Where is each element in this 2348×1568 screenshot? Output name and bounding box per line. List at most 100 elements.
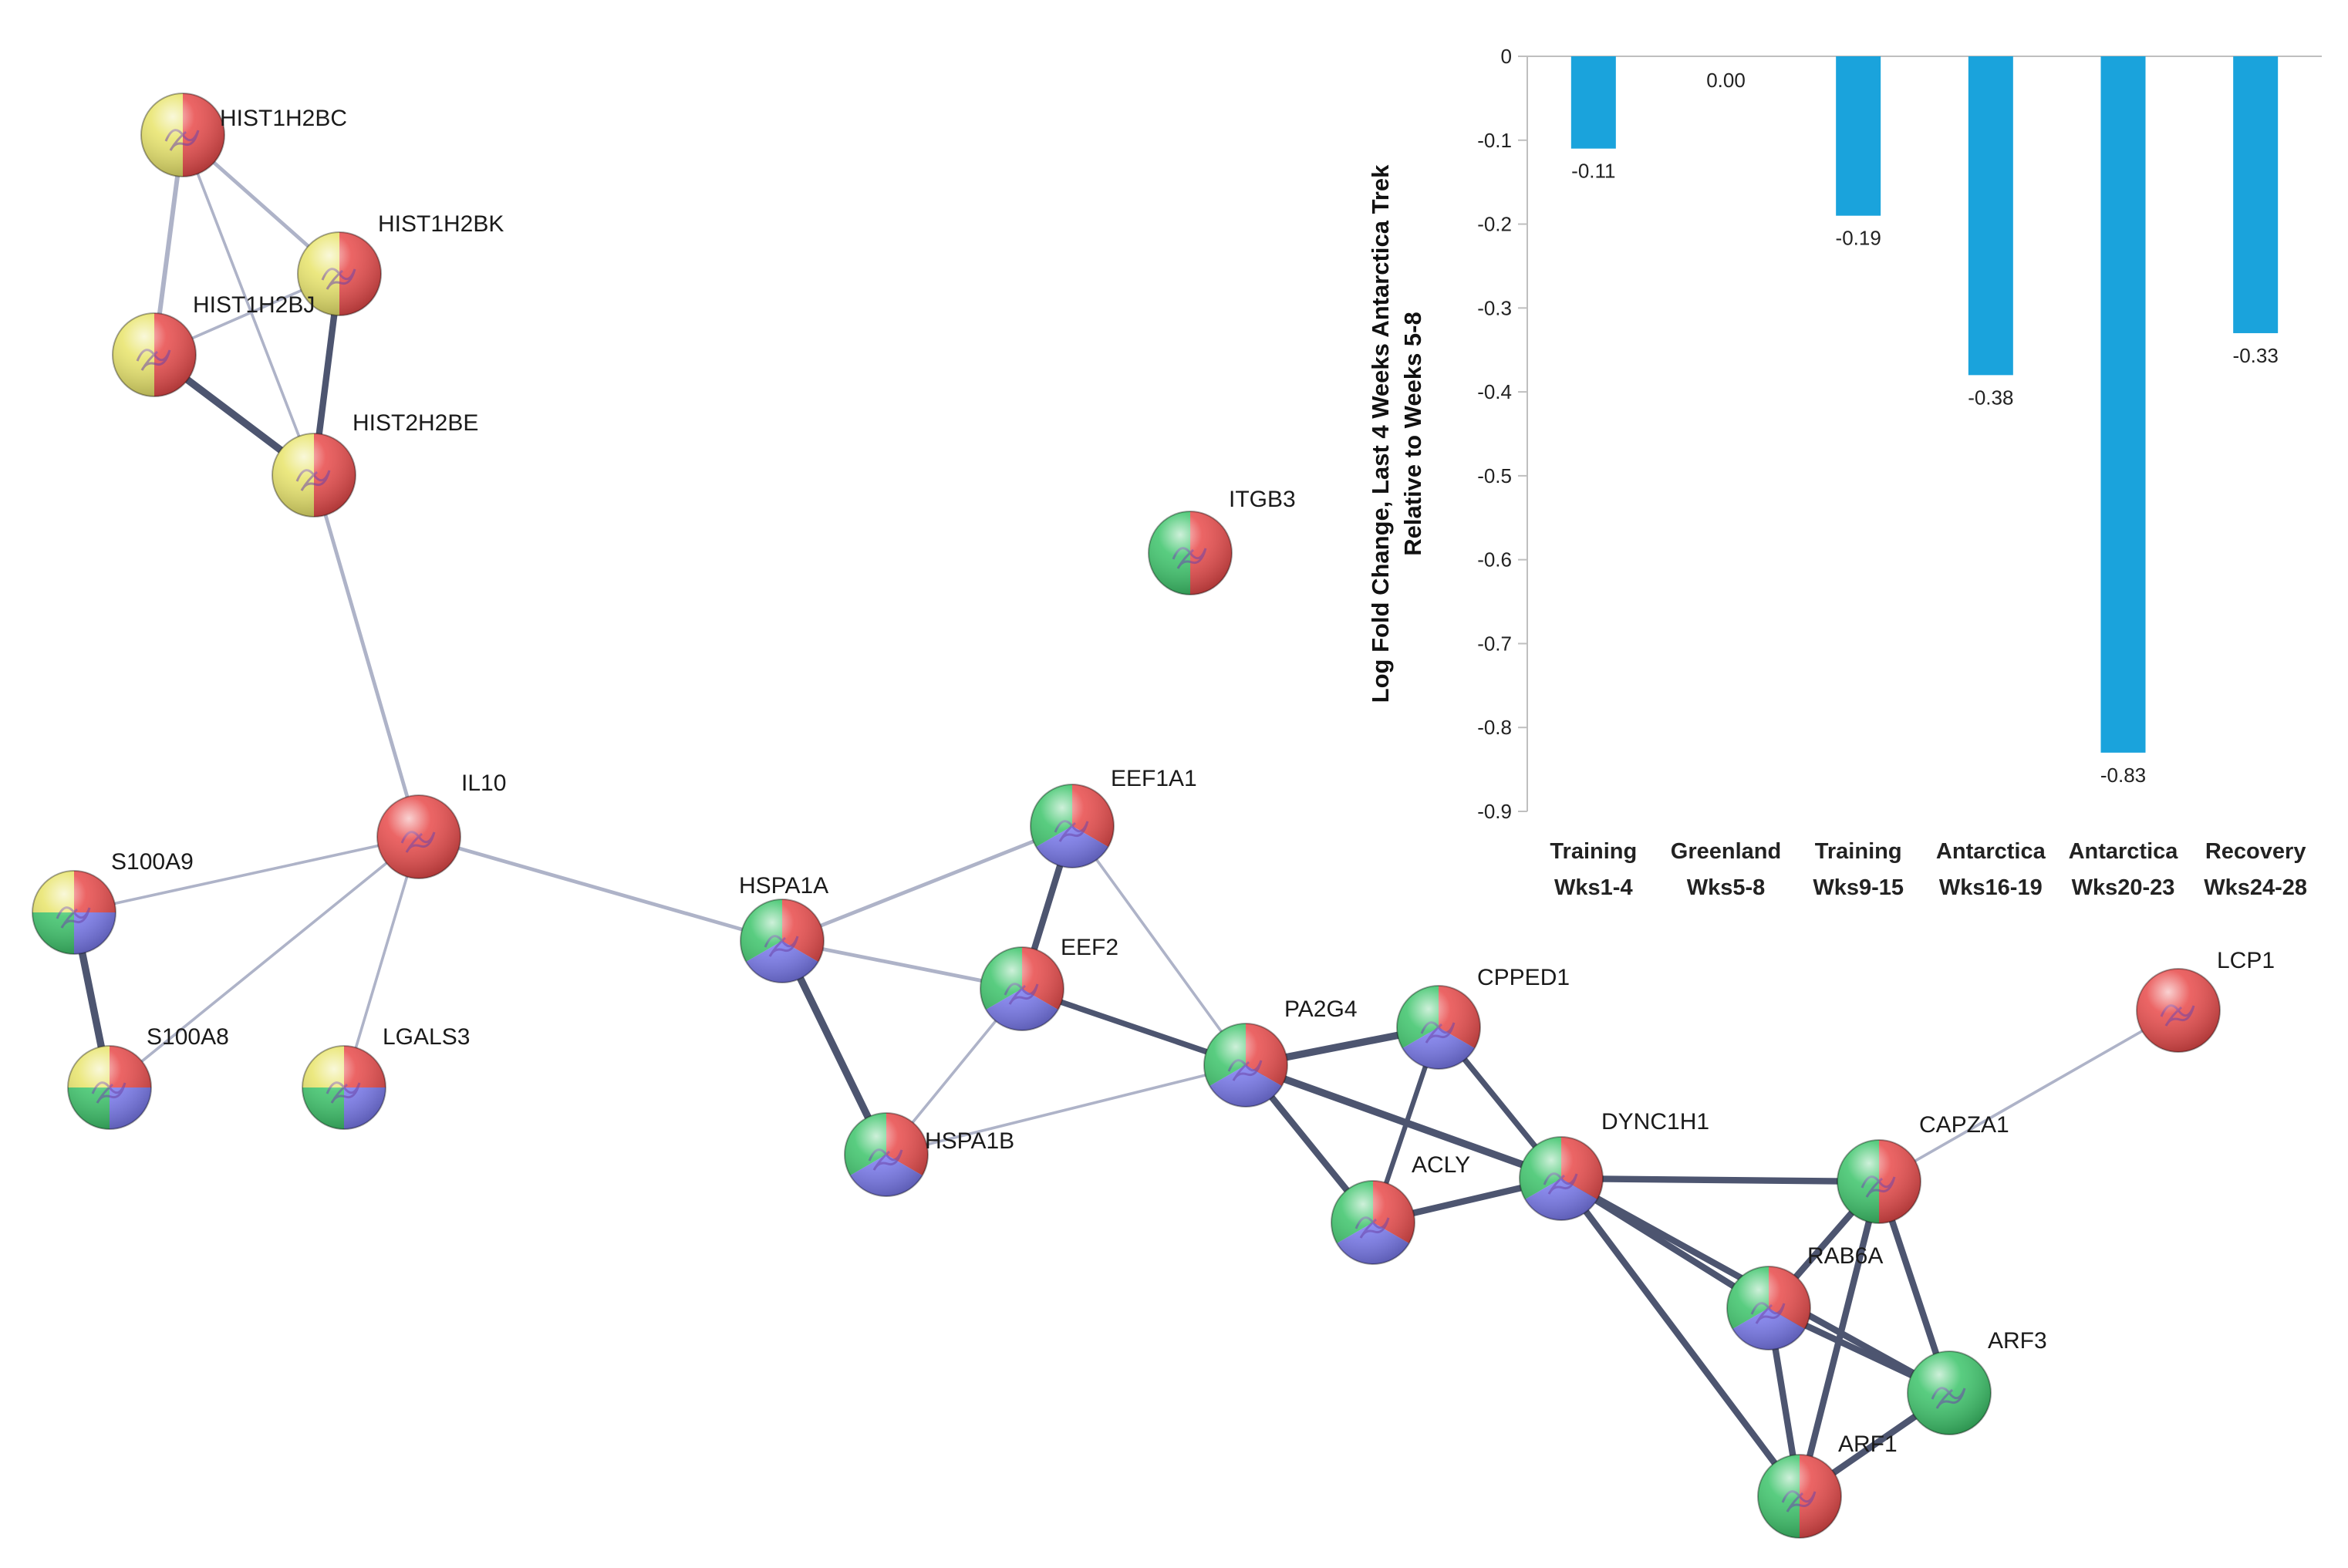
node-outline [67, 1045, 152, 1130]
node-lgals3[interactable]: LGALS3 [302, 1024, 470, 1130]
edge-il10-s100a8 [108, 835, 420, 1089]
node-itgb3[interactable]: ITGB3 [1148, 487, 1296, 595]
node-label: LCP1 [2217, 948, 2275, 973]
node-label: ARF3 [1988, 1328, 2047, 1354]
edge-il10-lgals3 [342, 835, 420, 1089]
node-outline [140, 93, 225, 177]
node-hist1h2bj[interactable]: HIST1H2BJ [112, 292, 315, 397]
node-outline [32, 870, 116, 955]
node-outline [1203, 1023, 1288, 1108]
node-gloss [1837, 1140, 1921, 1223]
node-rab6a[interactable]: RAB6A [1726, 1243, 1883, 1351]
node-capza1[interactable]: CAPZA1 [1837, 1112, 2009, 1224]
category-label: Wks9-15 [1813, 875, 1904, 900]
node-outline [1148, 511, 1233, 595]
y-tick-label: -0.7 [1477, 632, 1512, 655]
node-label: IL10 [461, 771, 506, 796]
node-hspa1b[interactable]: HSPA1B [844, 1112, 1014, 1197]
node-label: ITGB3 [1229, 487, 1296, 512]
node-acly[interactable]: ACLY [1331, 1152, 1470, 1265]
node-label: LGALS3 [383, 1024, 470, 1050]
node-outline [302, 1045, 386, 1130]
node-hist1h2bk[interactable]: HIST1H2BK [297, 211, 504, 316]
node-label: HSPA1B [925, 1128, 1014, 1154]
node-label: S100A9 [111, 849, 194, 875]
node-gloss [1397, 986, 1480, 1069]
edge-il10-hspa1a [417, 835, 784, 943]
data-label: -0.11 [1571, 160, 1615, 183]
node-outline [1837, 1139, 1921, 1224]
y-tick-label: -0.2 [1477, 213, 1512, 236]
node-gloss [980, 947, 1064, 1030]
node-outline [844, 1112, 929, 1197]
category-label: Recovery [2205, 839, 2306, 864]
node-gloss [740, 899, 824, 983]
node-gloss [1204, 1023, 1287, 1107]
edge-hspa1b-pa2g4 [885, 1064, 1247, 1156]
edge-eef1a1-pa2g4 [1071, 824, 1247, 1067]
node-hist1h2bc[interactable]: HIST1H2BC [140, 93, 347, 177]
node-dync1h1[interactable]: DYNC1H1 [1519, 1109, 1709, 1221]
bar-antarctica-wks16-19 [1968, 56, 2013, 376]
y-tick-label: -0.4 [1477, 380, 1512, 403]
data-label: -0.38 [1968, 386, 2013, 409]
node-outline [2136, 968, 2221, 1053]
node-cpped1[interactable]: CPPED1 [1396, 965, 1570, 1070]
node-outline [112, 312, 197, 397]
node-gloss [1331, 1181, 1415, 1264]
node-gloss [141, 93, 224, 177]
node-pa2g4[interactable]: PA2G4 [1203, 996, 1358, 1108]
node-gloss [113, 313, 196, 396]
y-tick-label: -0.6 [1477, 548, 1512, 572]
node-s100a9[interactable]: S100A9 [32, 849, 194, 955]
y-tick-label: -0.9 [1477, 800, 1512, 823]
node-gloss [845, 1113, 928, 1196]
node-il10[interactable]: IL10 [376, 771, 506, 879]
node-label: HIST1H2BJ [193, 292, 315, 318]
node-lcp1[interactable]: LCP1 [2136, 948, 2275, 1053]
y-tick-label: -0.1 [1477, 129, 1512, 152]
edge-hist1h2bc-hist2h2be [181, 133, 315, 477]
bar-antarctica-wks20-23 [2100, 56, 2146, 753]
node-eef1a1[interactable]: EEF1A1 [1030, 766, 1197, 868]
y-axis-title: Relative to Weeks 5-8 [1399, 312, 1426, 555]
edge-dync1h1-capza1 [1557, 1175, 1883, 1185]
node-label: EEF2 [1061, 935, 1118, 960]
chart-bars [1570, 56, 2279, 753]
node-outline [1519, 1136, 1604, 1221]
chart-labels: -0.11 Training Wks1-4 0.00 Greenland Wks5-8 -0… [1550, 69, 2307, 900]
node-gloss [32, 871, 116, 954]
node-outline [272, 433, 356, 518]
node-arf1[interactable]: ARF1 [1757, 1431, 1898, 1539]
node-label: S100A8 [147, 1024, 229, 1050]
category-label: Wks5-8 [1687, 875, 1766, 900]
node-label: RAB6A [1807, 1243, 1883, 1269]
edge-il10-s100a9 [73, 835, 420, 914]
node-arf3[interactable]: ARF3 [1907, 1328, 2047, 1435]
category-label: Greenland [1671, 839, 1781, 864]
bar-training-wks9-15 [1836, 56, 1881, 216]
node-s100a8[interactable]: S100A8 [67, 1024, 229, 1130]
node-gloss [298, 232, 381, 315]
bar-recovery-wks24-28 [2233, 56, 2279, 333]
node-outline [297, 231, 382, 316]
node-hist2h2be[interactable]: HIST2H2BE [272, 410, 478, 518]
node-label: EEF1A1 [1111, 766, 1197, 791]
edge-hspa1a-eef1a1 [780, 824, 1074, 943]
node-outline [1396, 985, 1481, 1070]
node-hspa1a[interactable]: HSPA1A [739, 873, 828, 983]
node-eef2[interactable]: EEF2 [980, 935, 1118, 1031]
node-outline [980, 946, 1064, 1031]
node-label: HIST1H2BK [378, 211, 504, 237]
node-label: PA2G4 [1284, 996, 1358, 1022]
node-label: ARF1 [1838, 1431, 1898, 1457]
node-label: HSPA1A [739, 873, 828, 899]
node-outline [1030, 784, 1115, 868]
edge-hist2h2be-il10 [312, 473, 421, 839]
y-tick-label: 0 [1501, 45, 1512, 68]
node-outline [1757, 1454, 1842, 1539]
y-tick-label: -0.3 [1477, 296, 1512, 319]
node-gloss [302, 1046, 386, 1129]
